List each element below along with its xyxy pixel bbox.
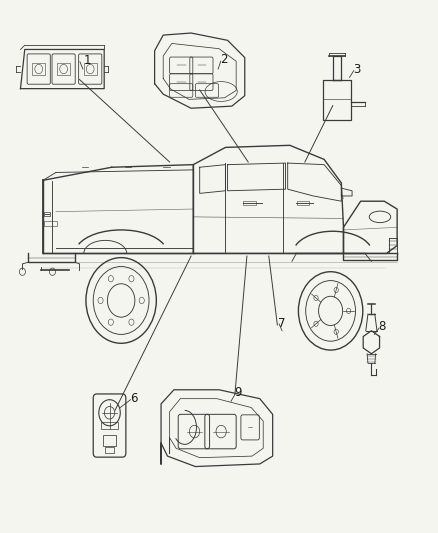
Bar: [297, 201, 309, 205]
Bar: [84, 63, 97, 75]
Bar: [244, 201, 256, 205]
Text: 2: 2: [220, 53, 227, 66]
Bar: [105, 447, 114, 453]
Bar: [44, 212, 50, 216]
Text: 7: 7: [278, 318, 286, 330]
Bar: [101, 422, 118, 430]
Text: 8: 8: [379, 320, 386, 333]
Text: 6: 6: [130, 392, 137, 405]
Bar: [44, 221, 57, 226]
Bar: [32, 63, 45, 75]
Text: 1: 1: [84, 54, 91, 67]
Bar: [103, 435, 116, 446]
Text: 3: 3: [353, 62, 360, 76]
Bar: [323, 79, 351, 120]
Text: 9: 9: [234, 386, 241, 399]
Bar: [57, 63, 70, 75]
